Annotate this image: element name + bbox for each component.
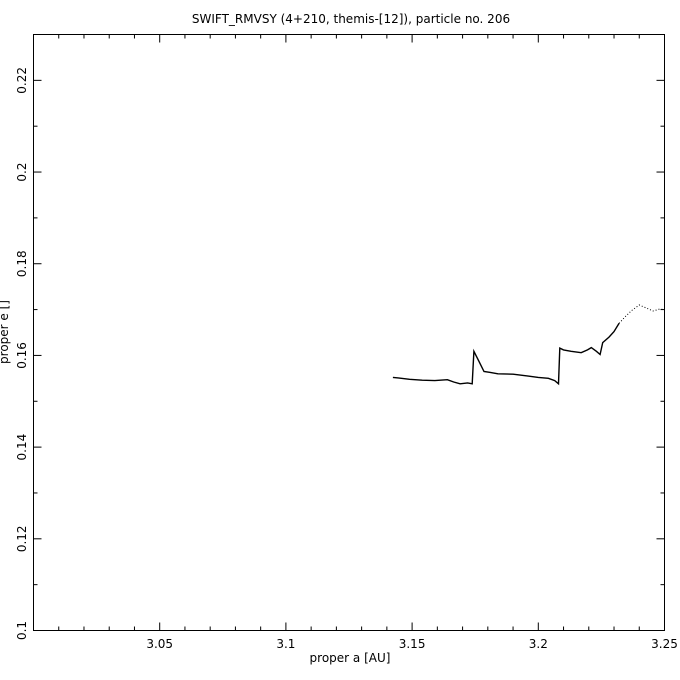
series-group [392,304,665,386]
x-tick-label: 3.1 [276,637,295,651]
y-tick-label: 0.18 [15,250,29,277]
x-tick-label: 3.2 [529,637,548,651]
y-tick-label: 0.22 [15,67,29,94]
y-tick-label: 0.12 [15,525,29,552]
x-tick-label: 3.25 [651,637,678,651]
x-tick-label: 3.05 [146,637,173,651]
x-axis-label: proper a [AU] [310,651,391,665]
series-line-1 [392,322,620,386]
chart-title: SWIFT_RMVSY (4+210, themis-[12]), partic… [192,12,510,26]
y-tick-label: 0.14 [15,434,29,461]
y-axis-label: proper e [] [0,300,11,364]
axis-tick-labels: 3.05 3.1 3.15 3.2 3.25 0.1 0.12 0.14 0.16 0.18 0.2… [15,67,678,651]
y-tick-label: 0.1 [15,621,29,640]
y-tick-label: 0.2 [15,162,29,181]
axis-ticks [33,34,665,631]
y-tick-label: 0.16 [15,342,29,369]
plot-frame [33,34,665,631]
x-tick-label: 3.15 [399,637,426,651]
series-line-2 [618,304,665,324]
